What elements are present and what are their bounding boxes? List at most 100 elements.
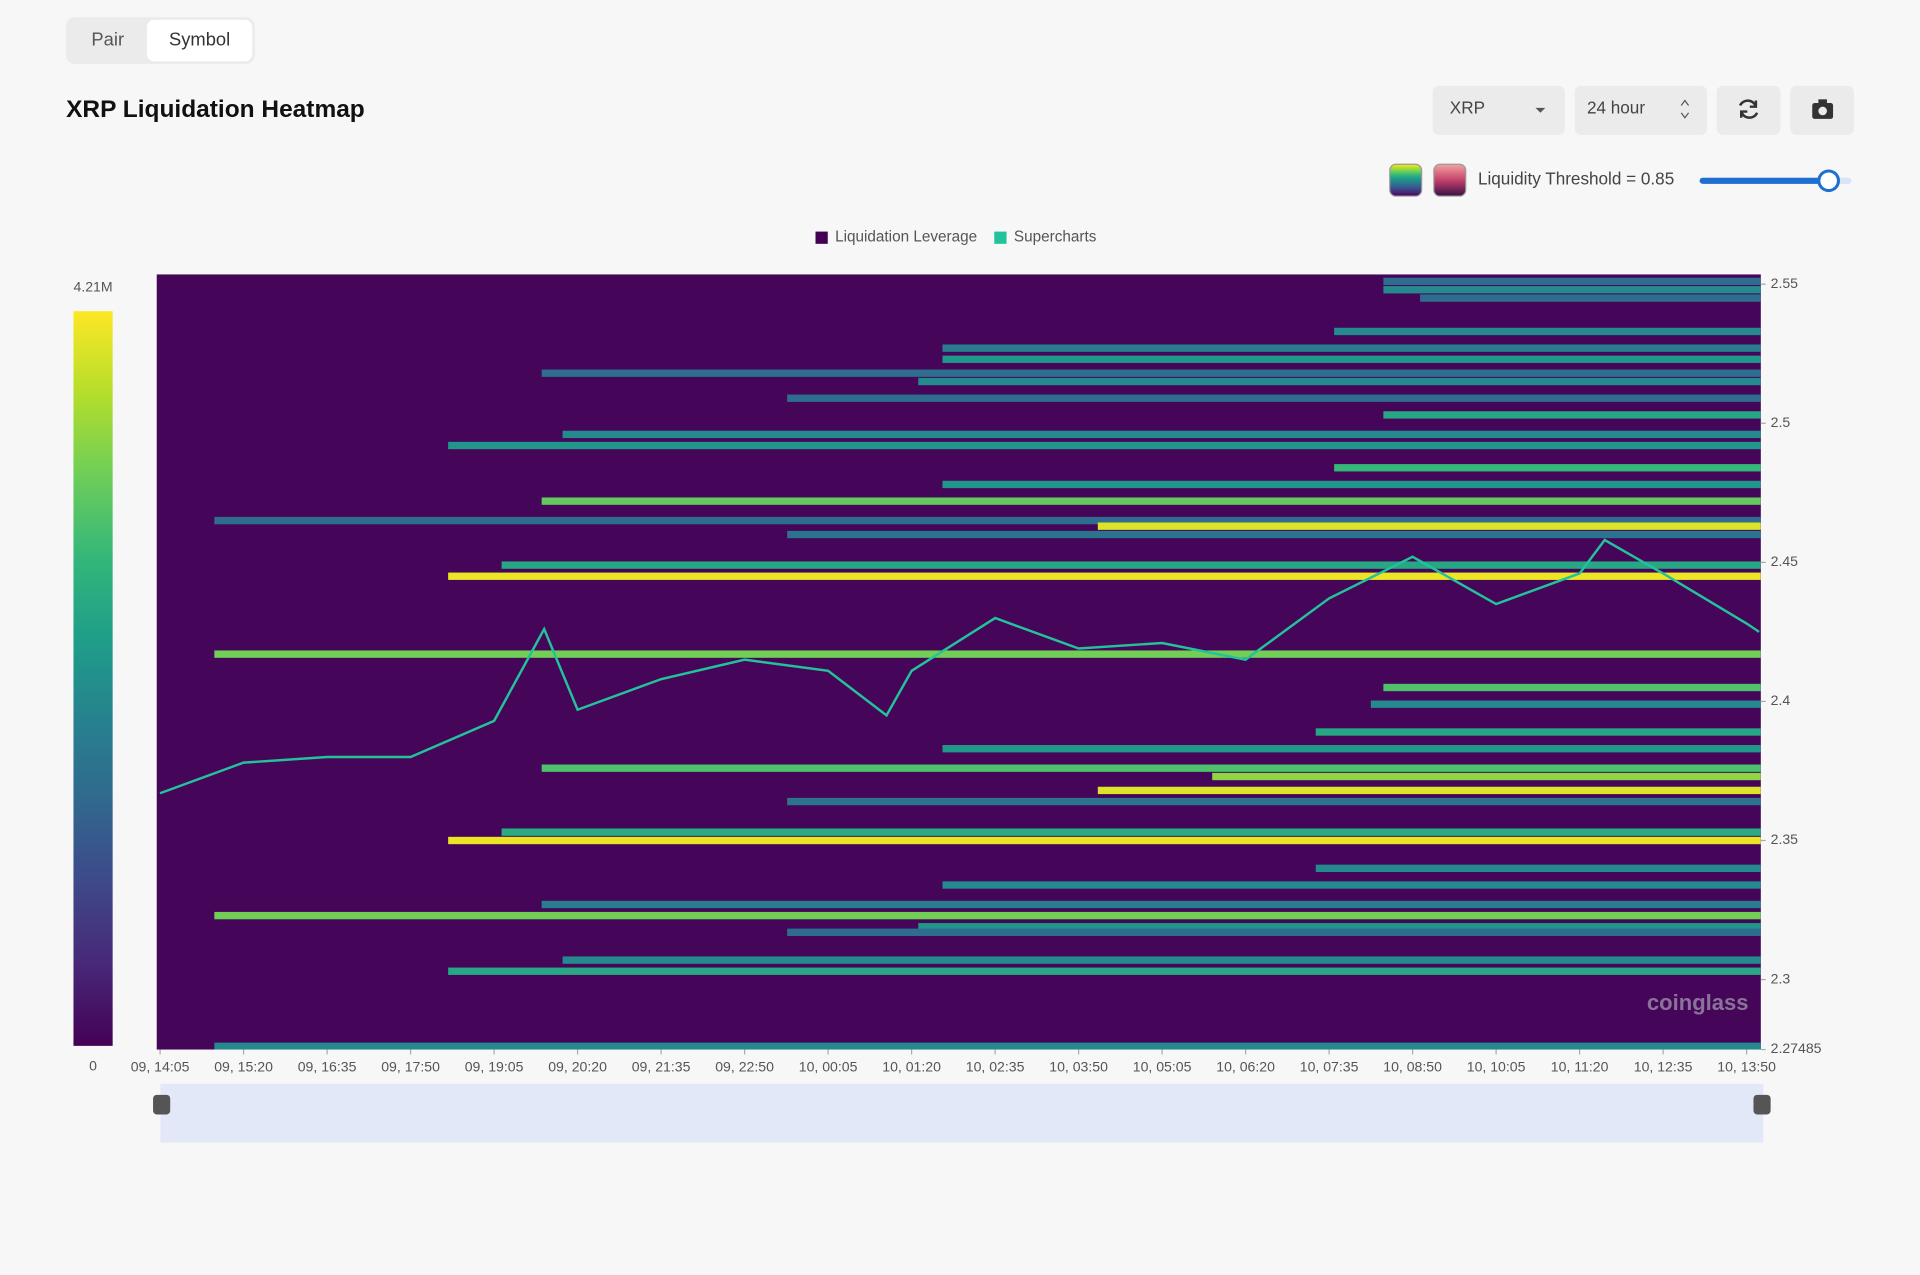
symbol-select[interactable] <box>1432 85 1565 135</box>
heatmap-band <box>448 967 1761 975</box>
heatmap-band <box>501 828 1761 836</box>
x-tick-label: 10, 08:50 <box>1383 1059 1442 1075</box>
y-tick-label: 2.3 <box>1771 970 1791 986</box>
x-tick-label: 09, 16:35 <box>298 1059 357 1075</box>
colorbar-tick-label: 0 <box>89 1057 97 1073</box>
heatmap-band <box>448 441 1761 450</box>
heatmap-band <box>1383 277 1761 286</box>
y-tick-label: 2.55 <box>1771 275 1799 291</box>
heatmap-band <box>918 377 1761 386</box>
legend-swatch <box>994 231 1007 244</box>
y-tick-label: 2.5 <box>1771 414 1791 430</box>
heatmap-band <box>787 530 1761 539</box>
heatmap-band <box>942 881 1761 889</box>
y-tick-label: 2.27485 <box>1771 1040 1822 1056</box>
heatmap-band <box>942 344 1761 352</box>
legend-label: Liquidation Leverage <box>835 229 977 246</box>
x-tick-label: 10, 00:05 <box>799 1059 858 1075</box>
x-tick-label: 10, 07:35 <box>1300 1059 1359 1075</box>
camera-icon-top <box>1818 99 1827 105</box>
heatmap-band <box>942 355 1761 363</box>
heatmap-band <box>1334 327 1761 336</box>
camera-lens <box>1818 106 1827 116</box>
x-tick-label: 10, 10:05 <box>1467 1059 1526 1075</box>
color-scheme-button[interactable] <box>1433 163 1467 197</box>
slider-fill <box>1699 177 1829 184</box>
heatmap-band <box>918 923 1761 931</box>
legend-label: Supercharts <box>1014 229 1097 246</box>
heatmap-band <box>787 797 1761 806</box>
heatmap-background <box>156 274 1761 1050</box>
navigator-handle[interactable] <box>153 1094 171 1115</box>
navigator[interactable] <box>160 1083 1764 1143</box>
x-tick-label: 09, 21:35 <box>632 1059 691 1075</box>
x-tick-label: 09, 14:05 <box>131 1059 190 1075</box>
dropdown-icon <box>1535 107 1546 113</box>
range-value: 24 hour <box>1587 98 1645 118</box>
x-tick-label: 10, 01:20 <box>882 1059 941 1075</box>
heatmap-band <box>448 572 1761 580</box>
heatmap-band <box>1097 522 1761 530</box>
heatmap-band <box>1334 464 1761 472</box>
x-tick-label: 09, 20:20 <box>548 1059 607 1075</box>
x-tick-label: 09, 19:05 <box>465 1059 524 1075</box>
y-tick-label: 2.45 <box>1771 553 1799 569</box>
heatmap-band <box>214 516 1761 525</box>
heatmap-band <box>1097 786 1761 795</box>
heatmap-band <box>942 745 1761 753</box>
x-tick-label: 09, 17:50 <box>381 1059 440 1075</box>
heatmap-band <box>562 956 1761 964</box>
navigator-handle[interactable] <box>1753 1094 1771 1115</box>
heatmap-band <box>541 497 1761 505</box>
heatmap-band <box>1420 294 1761 302</box>
x-tick-label: 09, 15:20 <box>214 1059 273 1075</box>
plot-area <box>159 277 1761 1050</box>
tab[interactable]: Pair <box>91 28 124 49</box>
refresh-icon <box>1738 99 1759 119</box>
heatmap-band <box>942 480 1761 489</box>
heatmap-band <box>1383 286 1761 294</box>
tab[interactable]: Symbol <box>169 28 230 49</box>
x-tick-label: 09, 22:50 <box>715 1059 774 1075</box>
y-tick-label: 2.4 <box>1771 692 1791 708</box>
x-tick-label: 10, 12:35 <box>1634 1059 1693 1075</box>
colorbar-tick-label: 4.21M <box>73 279 112 295</box>
heatmap-band <box>1315 728 1761 736</box>
price-line <box>159 538 1760 795</box>
threshold-label: Liquidity Threshold = 0.85 <box>1478 169 1674 189</box>
heatmap-band <box>541 369 1761 377</box>
heatmap-band <box>787 928 1761 936</box>
spinner-icon <box>1680 99 1690 119</box>
heatmap-band <box>541 900 1761 909</box>
x-tick-label: 10, 13:50 <box>1717 1059 1776 1075</box>
watermark: coinglass <box>1647 990 1749 1015</box>
heatmap-band <box>562 430 1761 439</box>
heatmap-band <box>541 764 1761 772</box>
heatmap-band <box>448 836 1761 845</box>
x-tick-label: 10, 02:35 <box>966 1059 1025 1075</box>
refresh-button[interactable] <box>1716 85 1781 135</box>
x-tick-label: 10, 11:20 <box>1551 1059 1609 1075</box>
x-tick-label: 10, 06:20 <box>1216 1059 1275 1075</box>
heatmap-band <box>1383 683 1761 692</box>
colorbar <box>73 311 113 1046</box>
heatmap-band <box>501 561 1761 569</box>
x-tick-label: 10, 03:50 <box>1049 1059 1108 1075</box>
x-tick-label: 10, 05:05 <box>1133 1059 1192 1075</box>
y-tick-label: 2.35 <box>1771 831 1799 847</box>
slider-knob[interactable] <box>1817 169 1840 193</box>
page-title: XRP Liquidation Heatmap <box>66 96 365 123</box>
heatmap-band <box>1370 700 1761 708</box>
range-select[interactable] <box>1574 85 1707 135</box>
heatmap-band <box>1212 772 1761 781</box>
heatmap-band <box>1315 864 1761 872</box>
tab-active-bg <box>146 19 253 62</box>
color-scheme-button[interactable] <box>1389 163 1423 197</box>
heatmap-band <box>1383 411 1761 419</box>
heatmap-band <box>214 911 1761 920</box>
legend-swatch <box>815 231 828 244</box>
heatmap-band <box>787 394 1761 402</box>
heatmap-band <box>214 650 1761 658</box>
